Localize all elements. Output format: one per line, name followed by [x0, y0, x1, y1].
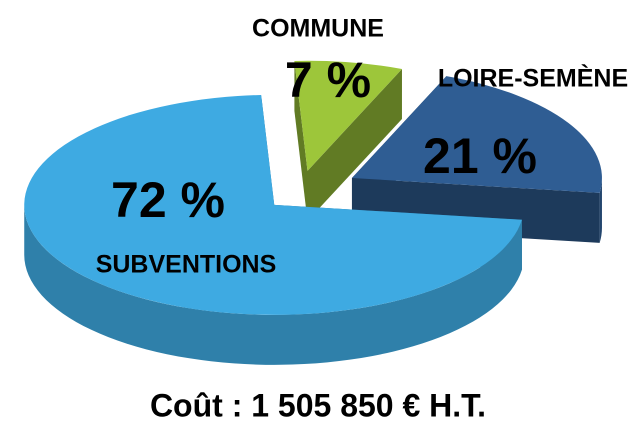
category-label: SUBVENTIONS: [96, 251, 277, 279]
slice-side: [24, 204, 522, 365]
value-label: 72 %: [111, 172, 225, 228]
slice-face: [294, 60, 308, 221]
slice-face: [307, 68, 402, 221]
slice: [24, 94, 522, 315]
category-label: LOIRE-SEMÈNE: [438, 64, 628, 93]
annotation: Coût : 1 505 850 € H.T.: [150, 387, 486, 423]
value-label: 21 %: [423, 128, 537, 184]
slice: [351, 76, 602, 193]
slice: [294, 60, 402, 171]
slice-side: [599, 178, 602, 243]
category-label: COMMUNE: [252, 15, 384, 43]
value-label: 7 %: [285, 52, 371, 108]
pie: [24, 60, 602, 365]
